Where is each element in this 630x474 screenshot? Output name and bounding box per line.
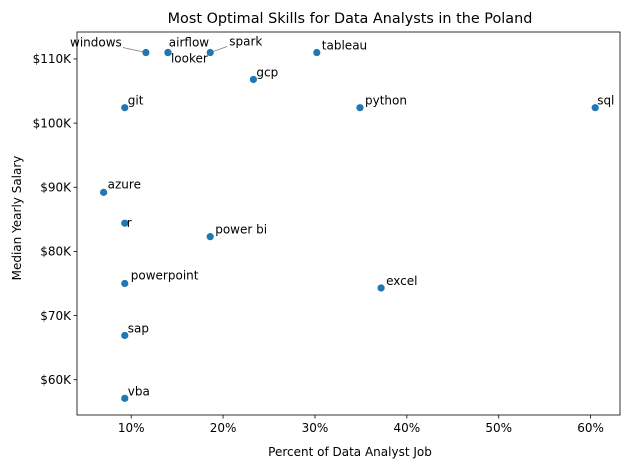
y-axis: $60K $70K $80K $90K $100K $110K bbox=[33, 52, 77, 387]
x-tick-label: 50% bbox=[485, 421, 512, 435]
x-axis-label: Percent of Data Analyst Job bbox=[268, 445, 432, 459]
point-label-git: git bbox=[128, 94, 144, 108]
x-tick-label: 40% bbox=[394, 421, 421, 435]
point-label-gcp: gcp bbox=[256, 65, 278, 79]
y-tick-label: $60K bbox=[40, 373, 72, 387]
y-tick-label: $100K bbox=[33, 116, 73, 130]
y-tick-label: $70K bbox=[40, 309, 72, 323]
y-tick-label: $90K bbox=[40, 181, 72, 195]
point-label-azure: azure bbox=[108, 177, 141, 191]
data-point-spark bbox=[206, 48, 214, 57]
x-tick-label: 10% bbox=[118, 421, 145, 435]
data-point-azure bbox=[100, 188, 108, 196]
y-tick-label: $110K bbox=[33, 52, 73, 66]
plot-frame bbox=[76, 31, 621, 416]
point-label-excel: excel bbox=[386, 274, 417, 288]
point-label-sql: sql bbox=[597, 94, 614, 108]
data-point-tableau bbox=[313, 48, 321, 57]
y-axis-label: Median Yearly Salary bbox=[10, 156, 24, 281]
data-point-gcp bbox=[249, 75, 258, 84]
point-label-sap: sap bbox=[128, 321, 149, 335]
data-points bbox=[100, 48, 599, 402]
data-point-vba bbox=[121, 394, 129, 402]
point-label-python: python bbox=[365, 94, 407, 108]
point-label-airflow: airflow bbox=[169, 36, 210, 50]
point-label-powerpoint: powerpoint bbox=[131, 268, 199, 282]
point-label-tableau: tableau bbox=[322, 39, 367, 53]
chart-title: Most Optimal Skills for Data Analysts in… bbox=[168, 11, 533, 27]
data-point-r bbox=[121, 219, 129, 227]
label-connector-windows bbox=[122, 47, 146, 53]
point-label-vba: vba bbox=[128, 384, 150, 398]
point-label-power-bi: power bi bbox=[215, 223, 267, 237]
x-tick-label: 30% bbox=[302, 421, 329, 435]
data-point-sql bbox=[591, 104, 599, 112]
x-axis: 10% 20% 30% 40% 50% 60% bbox=[118, 415, 604, 435]
point-label-r: r bbox=[127, 216, 132, 230]
x-tick-label: 20% bbox=[210, 421, 237, 435]
point-label-windows: windows bbox=[70, 36, 122, 50]
data-point-powerpoint bbox=[121, 279, 129, 288]
data-point-excel bbox=[377, 284, 385, 292]
point-label-spark: spark bbox=[229, 35, 262, 49]
x-tick-label: 60% bbox=[577, 421, 604, 435]
data-point-sap bbox=[121, 331, 129, 340]
data-point-power-bi bbox=[206, 233, 214, 241]
data-point-looker bbox=[164, 48, 172, 57]
plot-area bbox=[76, 31, 621, 416]
point-labels: windows airflow looker spark tableau gcp git py… bbox=[70, 35, 614, 399]
y-tick-label: $80K bbox=[40, 245, 72, 259]
data-point-windows bbox=[142, 48, 150, 57]
data-point-python bbox=[356, 104, 364, 112]
data-point-git bbox=[121, 104, 129, 112]
point-label-looker: looker bbox=[171, 52, 208, 66]
